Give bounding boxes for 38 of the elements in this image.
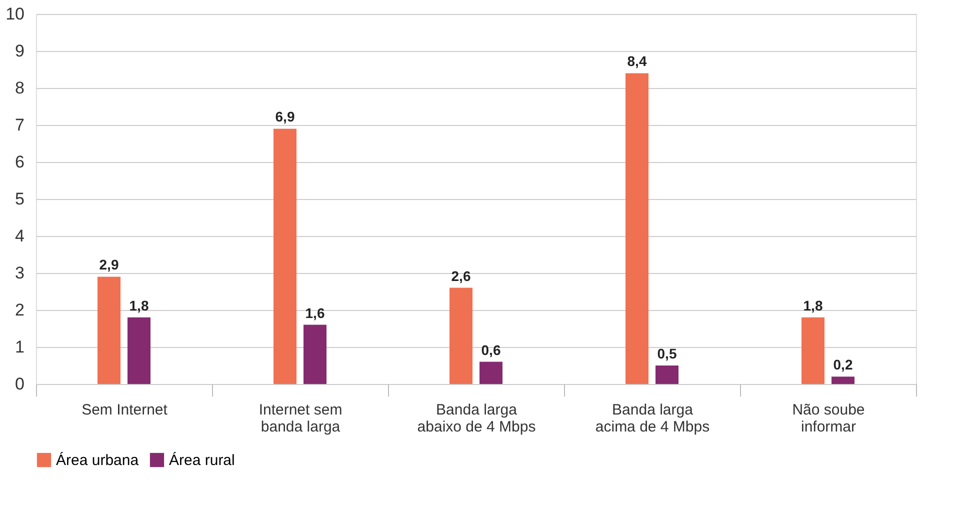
bar bbox=[274, 128, 296, 384]
x-tick-label: Internet sem banda larga bbox=[258, 402, 342, 436]
y-tick-label: 5 bbox=[15, 190, 24, 208]
data-label: 1,6 bbox=[305, 304, 325, 321]
data-label: 0,5 bbox=[657, 346, 677, 362]
data-label: 0,2 bbox=[833, 356, 853, 373]
y-tick-label: 8 bbox=[15, 78, 24, 98]
y-tick-label: 3 bbox=[15, 264, 24, 282]
x-tick-label: Banda larga acima de 4 Mbps bbox=[595, 402, 710, 436]
data-label: 8,4 bbox=[627, 53, 647, 70]
x-tick-label: Não soube informar bbox=[792, 402, 865, 436]
x-tick-label: Banda larga abaixo de 4 Mbps bbox=[417, 402, 536, 436]
data-label: 2,6 bbox=[451, 268, 471, 284]
bar bbox=[128, 317, 150, 384]
y-tick-label: 9 bbox=[15, 42, 24, 60]
y-tick-label: 10 bbox=[6, 4, 24, 24]
data-label: 0,6 bbox=[481, 342, 501, 358]
data-label: 1,8 bbox=[803, 297, 823, 314]
data-label: 2,9 bbox=[99, 256, 119, 273]
y-tick-label: 2 bbox=[15, 300, 24, 320]
bar bbox=[802, 317, 824, 384]
bar bbox=[480, 362, 502, 384]
y-tick-label: 6 bbox=[15, 152, 24, 172]
bar bbox=[98, 276, 120, 384]
y-tick-label: 7 bbox=[15, 116, 24, 134]
y-tick-label: 1 bbox=[15, 338, 24, 356]
legend-label: Área rural bbox=[169, 451, 235, 469]
bar bbox=[450, 288, 472, 384]
bar bbox=[656, 366, 678, 384]
y-tick-label: 0 bbox=[15, 374, 24, 394]
data-label: 6,9 bbox=[275, 108, 295, 125]
x-tick-label: Sem Internet bbox=[82, 402, 168, 418]
bar bbox=[626, 73, 648, 384]
data-label: 1,8 bbox=[129, 297, 149, 314]
bar bbox=[304, 324, 326, 384]
y-tick-label: 4 bbox=[15, 226, 24, 246]
legend-label: Área urbana bbox=[56, 451, 140, 469]
bar bbox=[832, 376, 854, 384]
